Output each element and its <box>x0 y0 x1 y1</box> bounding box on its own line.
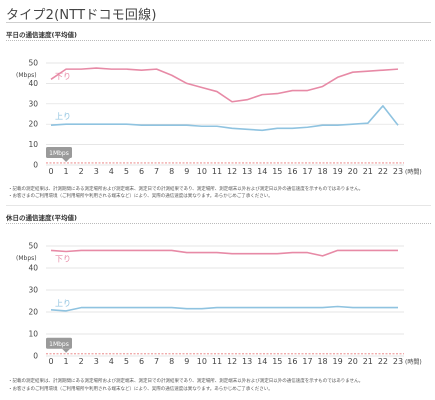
x-tick-label: 10 <box>197 167 207 176</box>
x-tick-label: 15 <box>272 167 282 176</box>
x-tick-label: 15 <box>272 357 282 366</box>
weekday-note-2: ・お客さまのご利用環境（ご利用場所や利用される端末など）により、実際の通信速度は… <box>8 194 273 199</box>
download-series-line <box>50 67 399 103</box>
y-tick-label: 0 <box>33 161 38 170</box>
y-tick-label: 50 <box>28 59 38 68</box>
y-tick-label: 50 <box>28 242 38 251</box>
x-tick-label: 11 <box>212 357 222 366</box>
download-label: 下り <box>55 72 71 81</box>
x-tick-label: 23 <box>393 357 403 366</box>
min-speed-badge <box>46 146 72 158</box>
x-tick-label: 3 <box>94 167 99 176</box>
x-tick-label: 19 <box>333 167 343 176</box>
x-tick-label: 21 <box>363 357 373 366</box>
x-tick-label: 11 <box>212 167 222 176</box>
holiday-section-divider <box>6 223 431 224</box>
x-tick-label: 9 <box>184 357 189 366</box>
y-tick-label: 10 <box>28 140 38 149</box>
download-series-line <box>50 249 398 257</box>
upload-label: 上り <box>55 112 71 121</box>
upload-series-line <box>50 105 399 132</box>
holiday-section-title: 休日の通信速度(平均値) <box>6 214 77 222</box>
x-tick-label: 13 <box>242 357 252 366</box>
x-tick-label: 19 <box>333 357 343 366</box>
download-label: 下り <box>55 255 71 264</box>
x-tick-label: 22 <box>378 357 388 366</box>
min-speed-label: 1Mbps <box>49 341 69 348</box>
x-tick-label: 23 <box>393 167 403 176</box>
x-tick-label: 12 <box>227 357 237 366</box>
x-tick-label: 18 <box>317 167 327 176</box>
x-tick-label: 20 <box>348 167 358 176</box>
x-tick-label: 22 <box>378 167 388 176</box>
x-tick-label: 2 <box>79 357 84 366</box>
upload-series-line <box>50 305 398 312</box>
x-tick-label: 9 <box>184 167 189 176</box>
x-tick-label: 16 <box>287 167 297 176</box>
y-tick-label: 40 <box>28 79 38 88</box>
title-divider <box>6 22 431 23</box>
x-tick-label: 16 <box>287 357 297 366</box>
x-tick-label: 17 <box>302 357 312 366</box>
page-title: タイプ2(NTTドコモ回線) <box>6 8 157 23</box>
min-speed-badge-pointer <box>62 157 71 162</box>
x-tick-label: 1 <box>64 357 69 366</box>
x-tick-label: 0 <box>48 357 53 366</box>
x-tick-label: 3 <box>94 357 99 366</box>
min-speed-badge <box>46 337 72 349</box>
x-axis-label: (時間) <box>405 358 422 366</box>
x-tick-label: 4 <box>109 167 114 176</box>
y-tick-label: 20 <box>28 308 38 317</box>
x-tick-label: 6 <box>139 357 144 366</box>
x-axis-label: (時間) <box>405 168 422 176</box>
y-tick-label: 20 <box>28 120 38 129</box>
x-tick-label: 18 <box>317 357 327 366</box>
x-tick-label: 10 <box>197 357 207 366</box>
x-tick-label: 21 <box>363 167 373 176</box>
x-tick-label: 1 <box>64 167 69 176</box>
x-tick-label: 5 <box>124 167 129 176</box>
x-tick-label: 7 <box>154 357 159 366</box>
x-tick-label: 13 <box>242 167 252 176</box>
x-tick-label: 5 <box>124 357 129 366</box>
holiday-note-2: ・お客さまのご利用環境（ご利用場所や利用される端末など）により、実際の通信速度は… <box>8 387 273 392</box>
min-speed-badge-pointer <box>62 348 71 353</box>
y-tick-label: 30 <box>28 99 38 108</box>
upload-label: 上り <box>55 299 71 308</box>
x-tick-label: 14 <box>257 167 267 176</box>
x-tick-label: 12 <box>227 167 237 176</box>
min-speed-label: 1Mbps <box>49 150 69 157</box>
x-tick-label: 17 <box>302 167 312 176</box>
y-tick-label: 30 <box>28 286 38 295</box>
y-tick-label: 40 <box>28 264 38 273</box>
x-tick-label: 0 <box>48 167 53 176</box>
x-tick-label: 14 <box>257 357 267 366</box>
y-axis-label: (Mbps) <box>16 72 37 79</box>
weekday-section-title: 平日の通信速度(平均値) <box>6 31 77 39</box>
x-tick-label: 8 <box>169 357 174 366</box>
y-axis-label: (Mbps) <box>16 255 37 262</box>
x-tick-label: 6 <box>139 167 144 176</box>
y-tick-label: 0 <box>33 352 38 361</box>
x-tick-label: 2 <box>79 167 84 176</box>
holiday-note-1: ・記載の測定結果は、計測期間にある測定場所および測定端末、測定日での計測結果であ… <box>8 379 364 384</box>
x-tick-label: 20 <box>348 357 358 366</box>
x-tick-label: 7 <box>154 167 159 176</box>
section-separator <box>6 205 431 206</box>
weekday-note-1: ・記載の測定結果は、計測期間にある測定場所および測定端末、測定日での計測結果であ… <box>8 187 364 192</box>
weekday-section-divider <box>6 40 431 41</box>
x-tick-label: 4 <box>109 357 114 366</box>
x-tick-label: 8 <box>169 167 174 176</box>
y-tick-label: 10 <box>28 330 38 339</box>
